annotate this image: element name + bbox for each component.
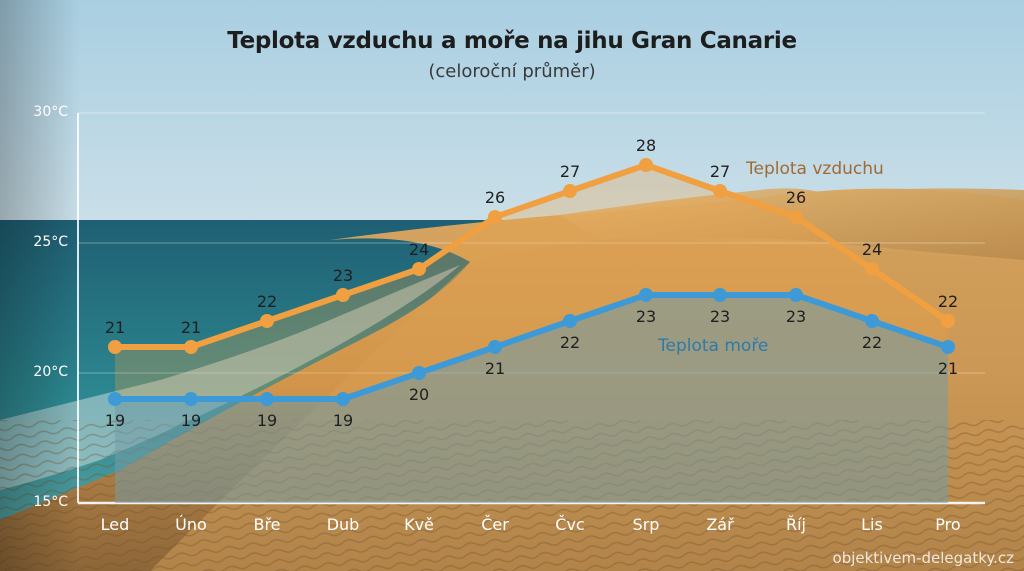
air-point <box>184 340 198 354</box>
x-tick-pro: Pro <box>935 515 961 534</box>
plot-frame <box>77 112 985 505</box>
x-tick-bre: Bře <box>253 515 281 534</box>
sea-point <box>336 392 350 406</box>
air-value-label: 24 <box>862 240 882 259</box>
sea-value-label: 23 <box>710 307 730 326</box>
air-value-label: 27 <box>710 162 730 181</box>
data-points <box>108 158 955 406</box>
sea-point <box>563 314 577 328</box>
chart-title: Teplota vzduchu a moře na jihu Gran Cana… <box>227 28 797 54</box>
x-tick-kve: Kvě <box>404 515 434 534</box>
air-point <box>108 340 122 354</box>
sea-series-label: Teplota moře <box>657 336 768 356</box>
x-tick-srp: Srp <box>632 515 660 534</box>
air-point <box>336 288 350 302</box>
air-value-label: 24 <box>409 240 429 259</box>
air-series-label: Teplota vzduchu <box>745 159 884 179</box>
x-tick-led: Led <box>100 515 130 534</box>
air-point <box>713 184 727 198</box>
data-labels: 21 21 22 23 24 26 27 28 27 26 24 22 19 19 19 19 20 21 22 23… <box>105 136 958 430</box>
air-value-label: 28 <box>636 136 656 155</box>
x-tick-cvc: Čvc <box>555 515 585 534</box>
sea-point <box>184 392 198 406</box>
sea-point <box>713 288 727 302</box>
air-value-label: 22 <box>938 292 958 311</box>
x-tick-dub: Dub <box>326 515 360 534</box>
air-value-label: 26 <box>786 188 806 207</box>
sea-value-label: 22 <box>862 333 882 352</box>
source-credit: objektivem-delegatky.cz <box>832 549 1014 567</box>
sea-value-label: 19 <box>181 411 201 430</box>
y-tick-15: 15°C <box>33 494 68 510</box>
x-tick-uno: Úno <box>175 515 207 534</box>
sea-value-label: 20 <box>409 385 429 404</box>
sea-point <box>488 340 502 354</box>
sea-point <box>108 392 122 406</box>
x-tick-cer: Čer <box>481 515 509 534</box>
air-value-label: 26 <box>485 188 505 207</box>
air-value-label: 22 <box>257 292 277 311</box>
air-point <box>563 184 577 198</box>
sea-value-label: 22 <box>560 333 580 352</box>
sea-value-label: 23 <box>636 307 656 326</box>
air-line <box>112 162 951 350</box>
air-point <box>941 314 955 328</box>
sea-value-label: 19 <box>257 411 277 430</box>
air-point <box>412 262 426 276</box>
x-tick-lis: Lis <box>861 515 883 534</box>
sea-value-label: 19 <box>105 411 125 430</box>
x-tick-rij: Říj <box>785 515 806 534</box>
air-point <box>865 262 879 276</box>
air-value-label: 27 <box>560 162 580 181</box>
sea-line <box>112 292 951 402</box>
sea-point <box>865 314 879 328</box>
air-value-label: 23 <box>333 266 353 285</box>
sea-value-label: 19 <box>333 411 353 430</box>
x-tick-zar: Zář <box>706 515 734 534</box>
sea-point <box>639 288 653 302</box>
air-value-label: 21 <box>181 318 201 337</box>
air-value-label: 21 <box>105 318 125 337</box>
air-point <box>789 210 803 224</box>
sea-value-label: 21 <box>938 359 958 378</box>
y-tick-25: 25°C <box>33 234 68 250</box>
sea-point <box>412 366 426 380</box>
y-tick-30: 30°C <box>33 104 68 120</box>
sea-point <box>260 392 274 406</box>
sea-point <box>941 340 955 354</box>
series-lines <box>112 162 951 402</box>
sea-value-label: 21 <box>485 359 505 378</box>
air-point <box>488 210 502 224</box>
sea-area-fill <box>115 295 948 503</box>
y-tick-20: 20°C <box>33 364 68 380</box>
sea-point <box>789 288 803 302</box>
air-point <box>260 314 274 328</box>
chart-subtitle: (celoroční průměr) <box>428 61 596 82</box>
sea-value-label: 23 <box>786 307 806 326</box>
air-point <box>639 158 653 172</box>
